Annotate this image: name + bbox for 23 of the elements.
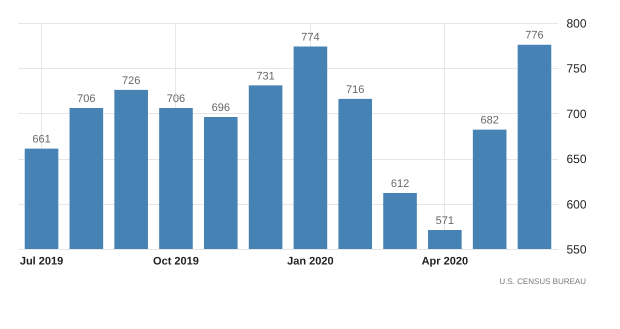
- data-label: 696: [212, 102, 230, 114]
- y-tick-label: 600: [566, 197, 587, 212]
- x-tick-label: Jul 2019: [20, 256, 64, 268]
- y-tick-label: 550: [566, 242, 587, 256]
- data-label: 706: [166, 92, 186, 105]
- data-label: 774: [301, 32, 320, 44]
- data-label: 776: [525, 30, 544, 42]
- y-tick-label: 650: [566, 152, 587, 166]
- text: U.S. CENSUS BUREAU: [499, 277, 586, 286]
- data-label: 731: [256, 70, 275, 82]
- y-tick-label: 700: [566, 106, 587, 121]
- data-label: 706: [77, 92, 96, 105]
- y-tick-label: 750: [566, 62, 587, 76]
- data-label: 682: [480, 114, 499, 127]
- data-label: 661: [32, 134, 51, 146]
- y-tick-label: 800: [566, 16, 587, 30]
- data-label: 571: [436, 215, 454, 228]
- data-label: 716: [346, 84, 364, 96]
- x-tick-label: Jan 2020: [287, 256, 334, 268]
- data-label: 612: [390, 178, 410, 190]
- x-tick-label: Apr 2020: [422, 256, 468, 268]
- x-tick-label: Oct 2019: [153, 256, 199, 268]
- data-label: 726: [122, 74, 140, 87]
